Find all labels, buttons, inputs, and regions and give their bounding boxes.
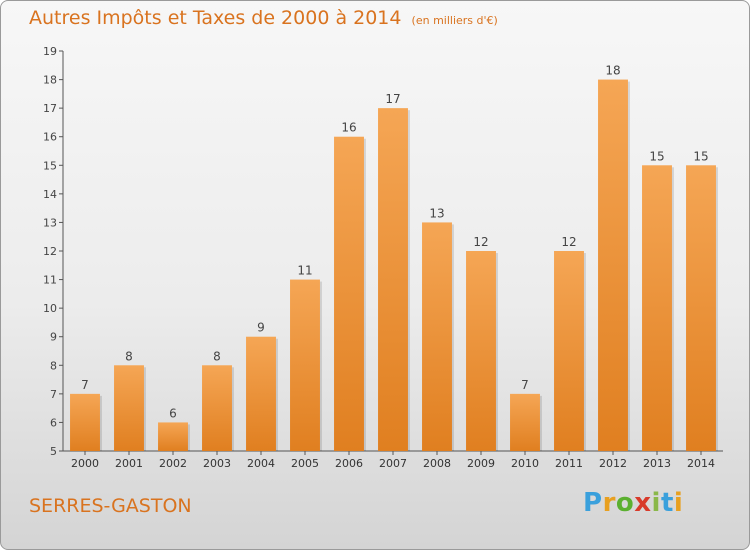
x-tick-label: 2014 xyxy=(687,457,715,470)
y-tick-label: 15 xyxy=(43,159,57,172)
bar-value-label: 7 xyxy=(81,378,89,392)
x-tick-label: 2003 xyxy=(203,457,231,470)
bar xyxy=(202,365,232,451)
logo-letter: i xyxy=(673,488,684,518)
bar-value-label: 15 xyxy=(693,149,708,163)
commune-label: SERRES-GASTON xyxy=(29,495,192,517)
bar xyxy=(246,336,276,451)
bar xyxy=(378,108,408,452)
bar-value-label: 12 xyxy=(561,235,576,249)
chart-title: Autres Impôts et Taxes de 2000 à 2014 (e… xyxy=(29,7,498,29)
y-tick-label: 10 xyxy=(43,302,57,315)
y-tick-label: 13 xyxy=(43,216,57,229)
y-tick-label: 9 xyxy=(50,331,57,344)
y-tick-label: 18 xyxy=(43,74,57,87)
y-tick-label: 11 xyxy=(43,274,57,287)
bar-value-label: 8 xyxy=(213,349,221,363)
bar xyxy=(158,422,188,451)
bar xyxy=(466,251,496,451)
bar-value-label: 6 xyxy=(169,406,177,420)
chart-unit: (en milliers d'€) xyxy=(411,14,498,27)
y-tick-label: 12 xyxy=(43,245,57,258)
logo-letter: o xyxy=(615,488,635,518)
bar xyxy=(422,222,452,451)
y-tick-label: 17 xyxy=(43,102,57,115)
bar-value-label: 18 xyxy=(605,64,620,78)
x-tick-label: 2002 xyxy=(159,457,187,470)
x-tick-label: 2008 xyxy=(423,457,451,470)
x-tick-label: 2007 xyxy=(379,457,407,470)
x-tick-label: 2010 xyxy=(511,457,539,470)
bar-value-label: 15 xyxy=(649,149,664,163)
bar-value-label: 11 xyxy=(297,264,312,278)
logo-letter: i xyxy=(651,488,661,518)
x-tick-label: 2006 xyxy=(335,457,363,470)
bar-value-label: 12 xyxy=(473,235,488,249)
y-tick-label: 7 xyxy=(50,388,57,401)
bar xyxy=(114,365,144,451)
bar xyxy=(642,165,672,452)
y-tick-label: 19 xyxy=(43,45,57,58)
logo-letter: x xyxy=(634,488,652,518)
x-tick-label: 2000 xyxy=(71,457,99,470)
bar xyxy=(70,393,100,451)
chart-title-text: Autres Impôts et Taxes de 2000 à 2014 xyxy=(29,7,402,29)
logo-letter: t xyxy=(660,488,674,518)
bar xyxy=(686,165,716,452)
bar xyxy=(510,393,540,451)
y-tick-label: 16 xyxy=(43,131,57,144)
bar xyxy=(334,136,364,451)
logo-letter: P xyxy=(583,488,603,518)
x-tick-label: 2004 xyxy=(247,457,275,470)
x-tick-label: 2005 xyxy=(291,457,319,470)
x-tick-label: 2009 xyxy=(467,457,495,470)
bar xyxy=(598,79,628,452)
x-tick-label: 2011 xyxy=(555,457,583,470)
bar xyxy=(290,279,320,451)
proxiti-logo[interactable]: Proxiti xyxy=(583,488,683,518)
bar-value-label: 9 xyxy=(257,321,265,335)
y-tick-label: 8 xyxy=(50,359,57,372)
bar-value-label: 13 xyxy=(429,206,444,220)
x-tick-label: 2013 xyxy=(643,457,671,470)
bar xyxy=(554,251,584,451)
bar-value-label: 16 xyxy=(341,121,356,135)
bar-value-label: 17 xyxy=(385,92,400,106)
bar-value-label: 8 xyxy=(125,349,133,363)
bar-value-label: 7 xyxy=(521,378,529,392)
bar-series: 7 8 6 8 9 11 16 17 13 12 7 12 18 15 15 xyxy=(70,64,718,452)
y-tick-label: 5 xyxy=(50,445,57,458)
logo-letter: r xyxy=(602,488,616,518)
y-tick-label: 14 xyxy=(43,188,57,201)
y-tick-label: 6 xyxy=(50,416,57,429)
x-tick-label: 2012 xyxy=(599,457,627,470)
x-tick-label: 2001 xyxy=(115,457,143,470)
